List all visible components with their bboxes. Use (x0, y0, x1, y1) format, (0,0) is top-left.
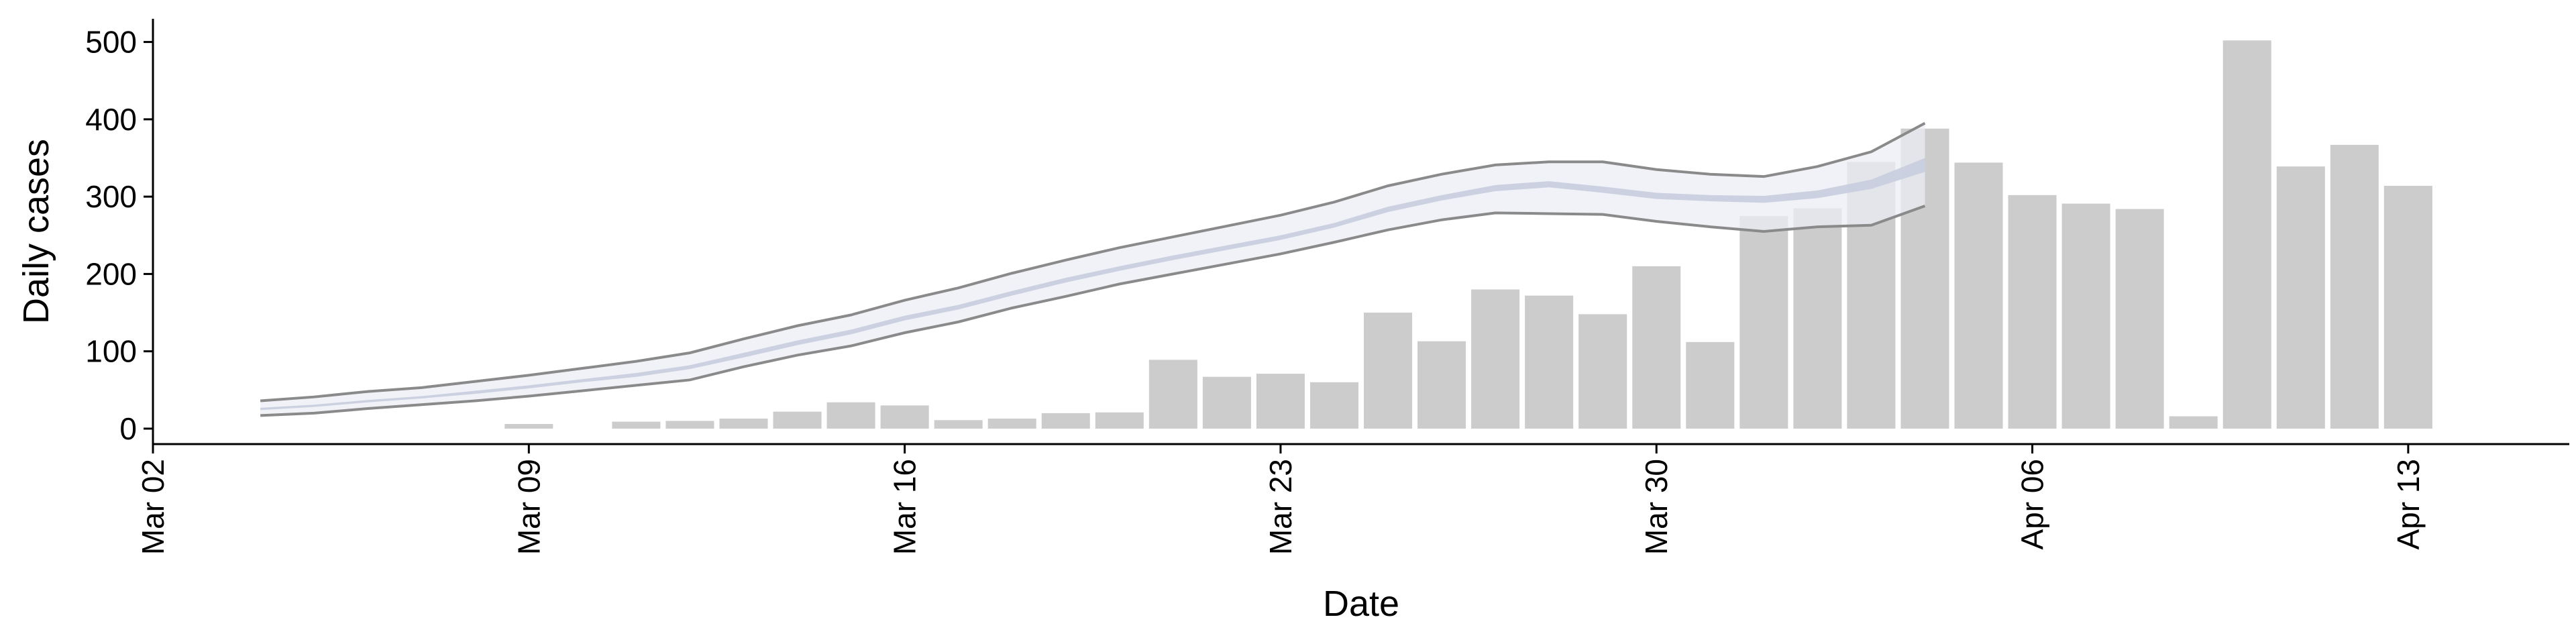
bar (2115, 209, 2164, 429)
x-tick-label: Mar 09 (511, 459, 546, 555)
bar (612, 421, 661, 429)
estimate-band-layer (260, 121, 1926, 417)
y-tick-label: 400 (85, 102, 137, 137)
outer-interval-area (260, 123, 1925, 416)
bar (1632, 266, 1681, 429)
x-ticks: Mar 02 Mar 09 Mar 16 Mar 23 Mar 30 Apr 06 Apr … (136, 444, 2426, 555)
bar (826, 402, 875, 429)
axes-layer: Mar 02 Mar 09 Mar 16 Mar 23 Mar 30 Apr 06 Apr … (85, 19, 2569, 555)
lower-bound-line (260, 205, 1926, 417)
y-tick-label: 200 (85, 256, 137, 291)
bar (2061, 203, 2110, 429)
y-tick-label: 300 (85, 179, 137, 214)
bar (504, 424, 553, 429)
bar (1739, 215, 1788, 429)
bars-layer (504, 40, 2432, 429)
bar (2330, 144, 2379, 429)
x-tick-label: Mar 02 (136, 459, 170, 555)
x-tick-label: Mar 30 (1639, 459, 1674, 555)
y-tick-label: 100 (85, 334, 137, 369)
bar (2276, 166, 2325, 429)
bar (1148, 360, 1197, 429)
x-tick-label: Apr 13 (2391, 459, 2426, 550)
bar (880, 405, 929, 429)
bar (2222, 40, 2271, 429)
bar (1256, 374, 1305, 429)
bar (1686, 341, 1735, 429)
bar (1578, 314, 1627, 429)
bar (1095, 412, 1144, 429)
bar (934, 420, 983, 429)
y-ticks: 0 100 200 300 400 500 (85, 25, 153, 446)
bar (1525, 295, 1574, 429)
y-tick-label: 500 (85, 25, 137, 60)
x-tick-label: Mar 23 (1263, 459, 1298, 555)
bar (1309, 382, 1358, 429)
bar (665, 421, 714, 429)
bar (773, 411, 822, 429)
y-tick-label: 0 (119, 411, 137, 446)
x-tick-label: Apr 06 (2015, 459, 2050, 550)
bar (2008, 195, 2057, 429)
y-axis-title: Daily cases (16, 139, 56, 324)
bar (1417, 341, 1466, 429)
upper-bound-line (260, 121, 1926, 402)
bar (1793, 208, 1842, 429)
bar (1364, 313, 1413, 429)
x-tick-label: Mar 16 (888, 459, 922, 555)
bar (2383, 185, 2432, 429)
bar (2169, 416, 2218, 429)
x-axis-title: Date (1323, 584, 1399, 624)
bar (1471, 289, 1520, 429)
bar (1041, 413, 1090, 429)
bar (1202, 376, 1251, 429)
bar (1954, 162, 2003, 429)
bar (719, 418, 768, 429)
bar (987, 418, 1036, 429)
